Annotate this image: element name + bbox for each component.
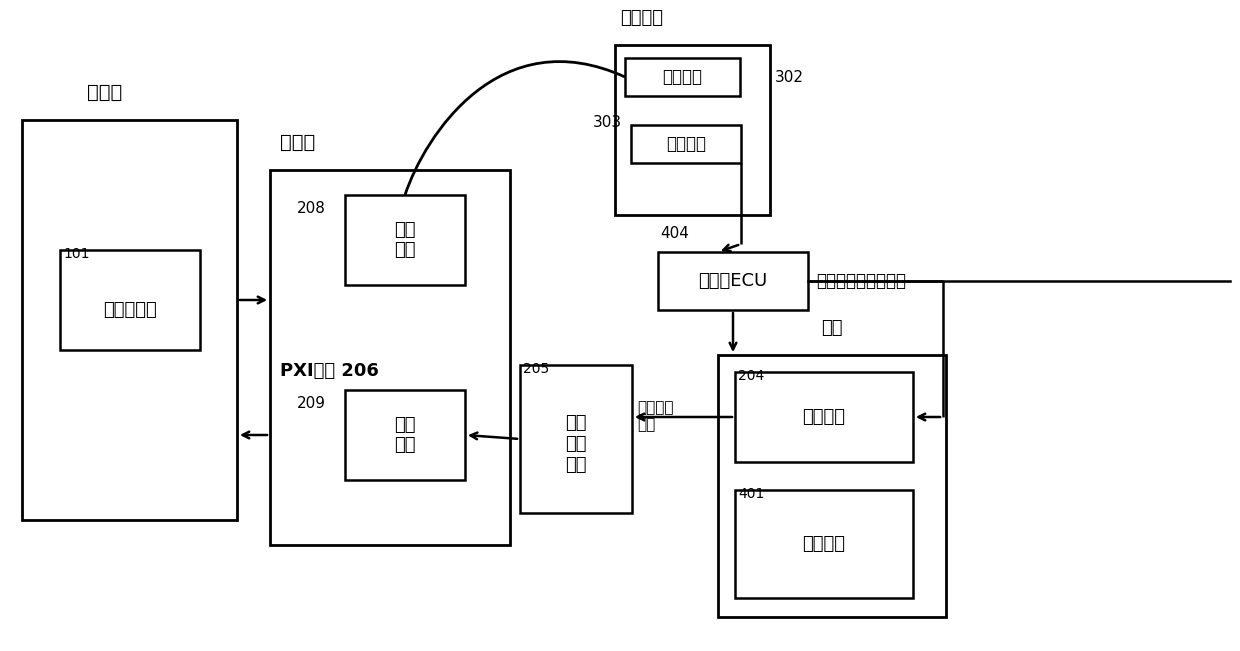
Text: 输出接口: 输出接口 (666, 135, 706, 153)
Bar (520, 365, 632, 513)
Bar (345, 195, 465, 285)
Text: 208: 208 (298, 201, 326, 216)
Text: 输出
板卡: 输出 板卡 (394, 221, 415, 259)
Text: 303: 303 (593, 115, 622, 130)
Bar (658, 252, 808, 310)
Text: 跳线装置: 跳线装置 (620, 9, 663, 27)
Bar (615, 45, 770, 215)
Text: 负载: 负载 (821, 319, 843, 337)
Text: 404: 404 (660, 226, 689, 241)
Text: 209: 209 (298, 396, 326, 411)
Text: 302: 302 (775, 70, 804, 85)
Text: 输入接口: 输入接口 (662, 68, 703, 86)
Bar (735, 490, 913, 598)
Bar (345, 390, 465, 480)
Text: 101: 101 (63, 247, 89, 261)
Text: 工作站主机: 工作站主机 (103, 301, 157, 319)
Text: 204: 204 (738, 369, 764, 383)
Text: 模拟负载: 模拟负载 (802, 408, 846, 426)
Text: 负载状态
采集: 负载状态 采集 (637, 400, 673, 432)
Text: 401: 401 (738, 487, 764, 501)
Text: PXI设备 206: PXI设备 206 (280, 362, 379, 380)
Text: 上位机: 上位机 (87, 83, 122, 102)
Text: 输入
板卡: 输入 板卡 (394, 415, 415, 454)
Bar (718, 355, 946, 617)
Text: 控制模拟负载的动作: 控制模拟负载的动作 (816, 272, 906, 290)
Bar (60, 250, 200, 350)
Text: 发动机ECU: 发动机ECU (698, 272, 768, 290)
Text: 205: 205 (523, 362, 549, 376)
Text: 下位机: 下位机 (280, 133, 315, 152)
Bar (631, 125, 742, 163)
Bar (625, 58, 740, 96)
Bar (22, 120, 237, 520)
Bar (270, 170, 510, 545)
Text: 实物负载: 实物负载 (802, 535, 846, 553)
Text: 信号
调理
电路: 信号 调理 电路 (565, 414, 587, 474)
Bar (735, 372, 913, 462)
